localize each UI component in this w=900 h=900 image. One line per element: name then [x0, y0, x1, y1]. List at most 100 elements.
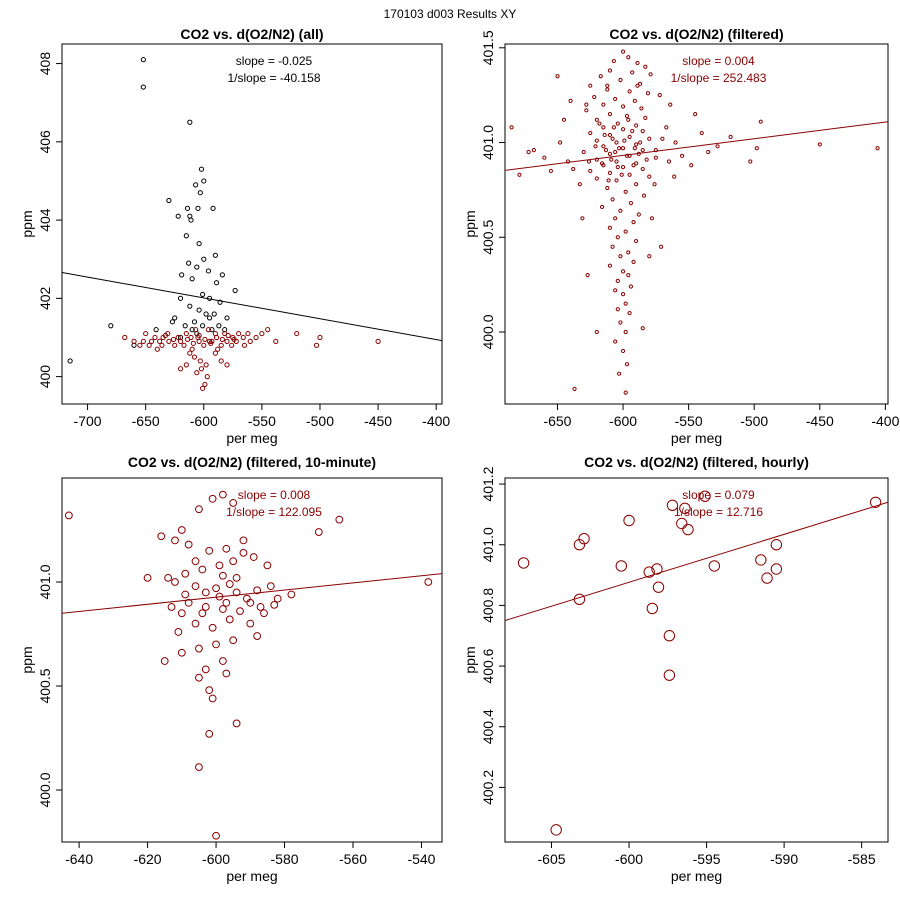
data-point	[624, 113, 630, 119]
plot-frame	[504, 477, 889, 843]
data-point	[594, 176, 599, 181]
data-point	[580, 216, 585, 221]
data-point	[586, 159, 592, 164]
data-point	[613, 288, 618, 293]
data-point	[639, 106, 644, 111]
data-point	[184, 540, 193, 549]
data-point	[610, 244, 615, 249]
data-point	[184, 336, 191, 343]
data-point	[584, 102, 589, 107]
data-point	[201, 342, 207, 348]
data-point	[623, 301, 628, 306]
data-point	[205, 686, 214, 695]
data-point	[755, 554, 767, 566]
data-point	[205, 729, 214, 738]
data-point	[682, 523, 694, 536]
data-point	[375, 338, 381, 344]
x-tick-label: -550	[248, 413, 276, 429]
data-point	[224, 338, 230, 344]
data-point	[615, 307, 620, 312]
data-point	[189, 276, 195, 282]
data-point	[623, 514, 635, 527]
data-point	[201, 665, 210, 674]
data-point	[620, 269, 626, 274]
y-tick-label: 401.5	[480, 30, 496, 65]
data-point	[143, 330, 149, 337]
data-point	[770, 563, 783, 575]
data-point	[634, 238, 639, 244]
data-point	[581, 149, 586, 155]
regression-line	[62, 272, 442, 342]
data-point	[172, 342, 178, 348]
data-point	[219, 490, 227, 499]
data-point	[191, 557, 200, 566]
data-point	[609, 157, 614, 162]
regression-line	[505, 501, 888, 622]
data-point	[517, 172, 522, 177]
data-point	[219, 657, 227, 665]
data-point	[664, 125, 669, 130]
data-point	[615, 560, 627, 572]
x-tick-label: -600	[615, 851, 643, 867]
x-tick-label: -560	[339, 851, 367, 867]
data-point	[708, 560, 721, 572]
data-point	[679, 502, 691, 515]
data-point	[620, 146, 626, 151]
data-point	[201, 178, 207, 184]
data-point	[196, 332, 202, 339]
data-point	[597, 121, 602, 126]
data-point	[195, 763, 203, 772]
data-point	[64, 511, 73, 520]
x-tick-label: -650	[132, 413, 160, 429]
x-tick-label: -540	[407, 851, 435, 867]
data-point	[613, 339, 618, 344]
data-point	[618, 254, 623, 259]
data-point	[620, 104, 626, 109]
data-point	[181, 590, 190, 599]
data-point	[594, 157, 599, 162]
data-point	[626, 273, 631, 278]
data-point	[578, 532, 590, 545]
data-point	[606, 178, 611, 183]
data-point	[201, 588, 210, 597]
data-point	[715, 144, 720, 149]
data-point	[195, 644, 203, 653]
data-point	[236, 607, 244, 616]
chart-title: CO2 vs. d(O2/N2) (filtered, 10-minute)	[128, 454, 376, 470]
data-point	[653, 148, 658, 153]
data-point	[728, 134, 733, 139]
data-point	[166, 338, 172, 344]
data-point	[592, 94, 597, 100]
y-tick-label: 401.0	[37, 564, 53, 599]
data-point	[202, 381, 208, 388]
data-point	[631, 163, 636, 168]
y-tick-label: 400.6	[480, 648, 496, 683]
data-point	[647, 174, 652, 179]
data-point	[634, 142, 639, 147]
data-point	[239, 548, 248, 557]
data-point	[605, 83, 610, 88]
y-axis-label: ppm	[19, 646, 35, 673]
data-point	[631, 220, 636, 225]
x-tick-label: -600	[190, 413, 218, 429]
data-point	[273, 594, 282, 603]
data-point	[294, 330, 300, 337]
data-point	[635, 83, 640, 88]
data-point	[164, 573, 173, 582]
data-point	[623, 390, 628, 395]
data-point	[196, 240, 202, 247]
data-point	[131, 338, 137, 344]
y-tick-label: 400.0	[480, 314, 496, 349]
y-tick-label: 400.2	[480, 770, 496, 805]
data-point	[561, 117, 567, 122]
data-point	[620, 292, 626, 297]
x-axis-label: per meg	[671, 430, 722, 446]
data-point	[615, 278, 620, 283]
inverse-slope-annotation: 1/slope = -40.158	[227, 71, 320, 85]
data-point	[240, 334, 246, 341]
data-point	[652, 182, 657, 187]
data-point	[152, 334, 158, 341]
y-tick-label: 402	[37, 286, 53, 310]
slope-annotation: slope = 0.079	[682, 488, 755, 502]
